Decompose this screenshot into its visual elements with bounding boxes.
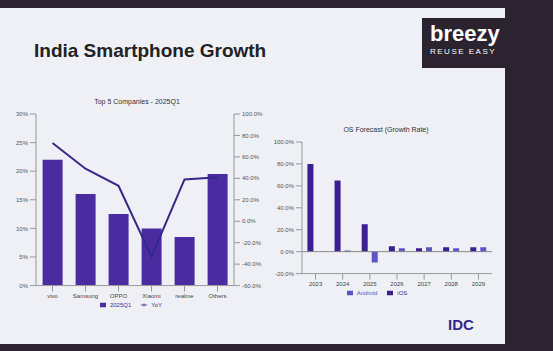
svg-text:0.0%: 0.0%: [280, 249, 294, 255]
svg-text:5%: 5%: [19, 254, 28, 260]
svg-text:40.0%: 40.0%: [277, 205, 295, 211]
svg-text:2027: 2027: [417, 281, 431, 287]
html-text:2025Q1: 2025Q1: [109, 301, 132, 308]
svg-text:60.0%: 60.0%: [242, 154, 260, 160]
html-text:OS Forecast (Growth Rate): OS Forecast (Growth Rate): [343, 126, 429, 133]
html-text:YoY: YoY: [151, 301, 163, 308]
svg-text:2026: 2026: [390, 281, 404, 287]
html-text:IDC: IDC: [448, 316, 474, 333]
svg-text:100.0%: 100.0%: [274, 139, 295, 145]
html-text:Top 5 Companies - 2025Q1: Top 5 Companies - 2025Q1: [94, 98, 180, 105]
svg-text:0.0%: 0.0%: [242, 218, 256, 224]
svg-text:Samsung: Samsung: [73, 293, 98, 299]
svg-text:20.0%: 20.0%: [277, 227, 295, 233]
svg-text:-20.0%: -20.0%: [242, 240, 262, 246]
svg-text:realme: realme: [175, 293, 194, 299]
svg-text:2024: 2024: [336, 281, 350, 287]
svg-text:40.0%: 40.0%: [242, 175, 260, 181]
svg-text:-20.0%: -20.0%: [275, 271, 295, 277]
svg-text:2023: 2023: [309, 281, 323, 287]
svg-text:-60.0%: -60.0%: [242, 283, 262, 289]
html-text:India Smartphone Growth: India Smartphone Growth: [34, 40, 267, 61]
html-text:iOS: iOS: [397, 289, 408, 296]
svg-text:0%: 0%: [19, 283, 28, 289]
svg-text:80.0%: 80.0%: [242, 133, 260, 139]
svg-text:Xiaomi: Xiaomi: [142, 293, 160, 299]
svg-text:20.0%: 20.0%: [242, 197, 260, 203]
svg-text:80.0%: 80.0%: [277, 161, 295, 167]
svg-text:60.0%: 60.0%: [277, 183, 295, 189]
svg-text:Others: Others: [208, 293, 226, 299]
svg-text:25%: 25%: [16, 140, 29, 146]
svg-text:10%: 10%: [16, 226, 29, 232]
svg-text:2028: 2028: [445, 281, 459, 287]
svg-text:2029: 2029: [472, 281, 486, 287]
html-text:breezy: breezy: [430, 21, 500, 46]
svg-text:100.0%: 100.0%: [242, 111, 263, 117]
html-text:REUSE EASY: REUSE EASY: [430, 47, 497, 56]
svg-text:-40.0%: -40.0%: [242, 261, 262, 267]
svg-text:vivo: vivo: [47, 293, 58, 299]
svg-text:20%: 20%: [16, 168, 29, 174]
html-text:Android: Android: [356, 289, 378, 296]
svg-text:2025: 2025: [363, 281, 377, 287]
svg-text:15%: 15%: [16, 197, 29, 203]
svg-text:OPPO: OPPO: [110, 293, 128, 299]
svg-text:30%: 30%: [16, 111, 29, 117]
